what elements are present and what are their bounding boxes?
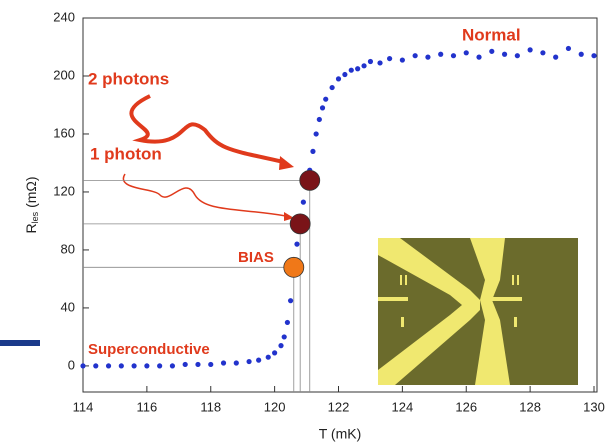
plot-frame: [82, 17, 598, 393]
decor-bar: [0, 340, 40, 346]
point: [476, 54, 482, 60]
y-tick-label: 240: [53, 9, 75, 24]
point: [80, 363, 86, 369]
point: [105, 363, 112, 369]
point: [335, 76, 342, 82]
point: [377, 60, 383, 66]
x-tick-label: 114: [73, 399, 94, 414]
point: [323, 96, 329, 102]
point: [300, 199, 306, 205]
state-marker: [289, 213, 311, 235]
y-label-sub: les: [30, 211, 40, 223]
point: [412, 53, 418, 59]
point: [256, 357, 262, 363]
point: [450, 53, 457, 59]
point: [319, 105, 326, 111]
point: [553, 54, 559, 60]
x-tick-label: 128: [519, 399, 541, 414]
point: [527, 47, 533, 53]
point: [131, 363, 137, 369]
point: [220, 360, 227, 366]
point: [233, 360, 239, 366]
point: [342, 71, 348, 78]
point: [284, 319, 290, 326]
point: [316, 116, 322, 123]
x-tick-label: 126: [455, 399, 477, 414]
point: [182, 361, 188, 368]
arrowhead: [279, 156, 294, 170]
point: [157, 363, 163, 369]
y-label-main: R: [23, 223, 39, 233]
x-tick-label: 130: [583, 399, 605, 414]
y-tick-label: 0: [68, 357, 75, 372]
point: [425, 54, 431, 60]
point: [361, 63, 367, 69]
point: [265, 354, 271, 360]
point: [489, 48, 495, 54]
y-tick-label: 120: [53, 183, 75, 198]
y-tick-label: 160: [53, 125, 75, 140]
x-tick-label: 118: [200, 399, 221, 414]
state-marker: [283, 256, 305, 278]
point: [578, 51, 584, 57]
x-tick-label: 120: [264, 399, 286, 414]
point: [246, 358, 252, 365]
point: [501, 51, 508, 57]
point: [310, 148, 316, 154]
point: [565, 45, 572, 52]
point: [387, 55, 393, 62]
point: [281, 334, 287, 340]
point: [294, 241, 300, 247]
point: [514, 53, 520, 59]
point: [367, 58, 374, 65]
point: [169, 363, 176, 369]
annotation: 1 photon: [90, 144, 162, 163]
point: [208, 361, 214, 368]
point: [272, 350, 278, 356]
inset: [378, 238, 578, 385]
x-axis-label: T (mK): [319, 426, 362, 442]
point: [278, 343, 284, 349]
annotation: Superconductive: [88, 341, 210, 358]
point: [144, 363, 150, 369]
point: [287, 298, 294, 304]
point: [118, 363, 124, 369]
point: [93, 363, 99, 369]
point: [348, 67, 354, 73]
point: [438, 51, 444, 57]
point: [463, 50, 469, 56]
state-marker: [299, 169, 321, 191]
x-tick-label: 124: [392, 399, 414, 414]
point: [329, 84, 335, 91]
y-axis-label: Rles (mΩ): [23, 176, 41, 233]
point: [540, 50, 546, 56]
y-tick-label: 40: [61, 299, 75, 314]
y-tick-label: 200: [53, 67, 75, 82]
point: [313, 131, 319, 137]
arrow-1-photon: [122, 173, 287, 217]
arrow-2-photons: [129, 94, 285, 164]
point: [195, 361, 201, 368]
annotation: Normal: [462, 25, 521, 44]
point: [355, 66, 361, 72]
x-tick-label: 122: [328, 399, 350, 414]
y-label-unit: (mΩ): [23, 176, 39, 207]
annotation: 2 photons: [88, 69, 169, 88]
y-tick-label: 80: [61, 241, 75, 256]
point: [591, 53, 597, 59]
x-tick-label: 116: [137, 399, 158, 414]
point: [399, 57, 405, 63]
annotation: BIAS: [238, 249, 274, 266]
